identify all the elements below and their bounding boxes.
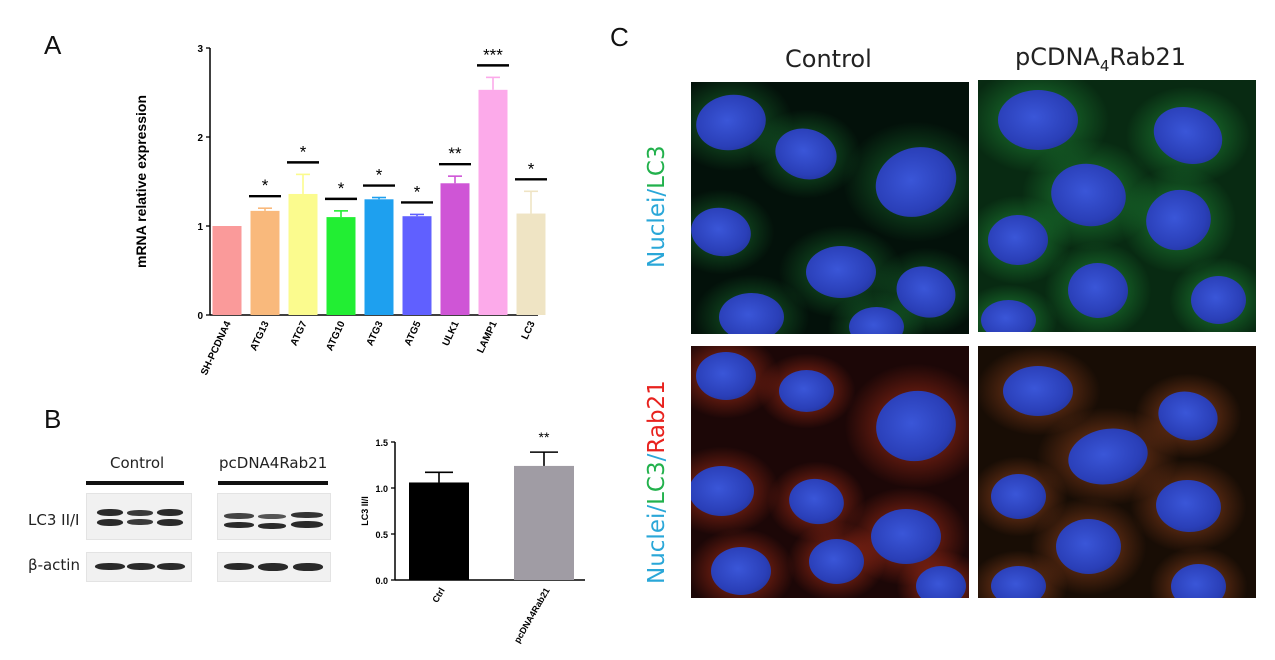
cell-nucleus — [691, 466, 754, 516]
significance-label: ** — [448, 144, 462, 163]
cell-nucleus — [1055, 518, 1121, 574]
row2-nuclei-text: Nuclei — [644, 512, 670, 584]
bar-sh-pcdna4 — [212, 226, 242, 315]
cell-nucleus — [1170, 563, 1226, 598]
panel-letter-a: A — [44, 30, 62, 60]
micrograph-rab21-lc3 — [978, 80, 1256, 332]
x-tick-label: ATG5 — [403, 319, 424, 348]
blot-actin-rab21 — [217, 552, 331, 582]
panel-letter-b: B — [44, 404, 62, 434]
micro-col-rab21-suffix: Rab21 — [1109, 43, 1187, 71]
chart-a-mrna-expression: 0 1 2 3 mRNA relative expression SH-PCDNA4 * AT… — [133, 44, 547, 377]
blot-lc3-rab21 — [217, 493, 331, 540]
y-tick-label: 1 — [197, 222, 203, 233]
blot-group-rab-line — [218, 481, 328, 485]
x-tick-label: ATG3 — [365, 319, 386, 348]
row1-nuclei-text: Nuclei — [644, 196, 670, 268]
cell-nucleus — [916, 566, 966, 598]
micrograph-rab21-lc3-rab21 — [978, 346, 1256, 598]
bar-lc3 — [516, 213, 546, 315]
significance-label: *** — [483, 45, 503, 64]
blot-group-rab-label: pcDNA4Rab21 — [219, 454, 328, 472]
micro-col-rab21-prefix: pCDNA — [1015, 43, 1100, 71]
y-tick-label: 3 — [197, 44, 203, 55]
micrograph-control-lc3-rab21 — [691, 346, 969, 598]
cell-nucleus — [696, 352, 756, 400]
bar-pcdna4rab21 — [514, 465, 574, 580]
blot-group-control-line — [86, 481, 184, 485]
blot-group-control-label: Control — [110, 454, 165, 472]
micro-row1-label: Nuclei/LC3 — [644, 145, 670, 268]
micro-col-control-title: Control — [785, 45, 872, 73]
x-tick-label: LAMP1 — [475, 319, 499, 355]
y-axis-label: mRNA relative expression — [133, 95, 149, 268]
blot-lc3-control — [86, 493, 192, 540]
bar-atg7 — [288, 193, 318, 315]
micrograph-control-lc3 — [691, 82, 969, 334]
significance-label: * — [414, 182, 421, 201]
x-tick-label: Ctrl — [430, 586, 446, 604]
row2-lc3-text: LC3 — [644, 461, 670, 505]
y-tick-label: 1.5 — [375, 438, 388, 448]
x-tick-label: ULK1 — [441, 319, 462, 348]
x-tick-label: SH-PCDNA4 — [199, 319, 234, 377]
x-tick-label: ATG13 — [248, 319, 271, 353]
significance-label: * — [528, 159, 535, 178]
cell-nucleus — [988, 215, 1048, 265]
y-tick-label: 0 — [197, 311, 203, 322]
bar-atg10 — [326, 217, 356, 315]
cell-nucleus — [998, 90, 1078, 150]
blot-actin-control — [86, 552, 192, 582]
micro-col-rab21-title: pCDNA4Rab21 — [1015, 43, 1186, 75]
y-tick-label: 2 — [197, 133, 203, 144]
y-tick-label: 0.5 — [375, 530, 388, 540]
cell-nucleus — [806, 246, 876, 298]
bar-ulk1 — [440, 183, 470, 315]
significance-label: * — [376, 166, 383, 185]
bar-atg5 — [402, 216, 432, 315]
micro-col-rab21-sub: 4 — [1099, 56, 1110, 75]
row1-lc3-text: LC3 — [644, 145, 670, 189]
cell-nucleus — [990, 566, 1046, 598]
y-axis-label: LC3 II/I — [360, 496, 370, 526]
row2-sep2-text: / — [644, 453, 670, 462]
y-tick-label: 0.0 — [375, 576, 388, 586]
x-tick-label: ATG7 — [289, 319, 310, 348]
cell-nucleus — [990, 473, 1046, 519]
significance-label: * — [338, 179, 345, 198]
cell-nucleus — [848, 307, 904, 334]
cell-nucleus — [718, 293, 784, 334]
micro-row2-label: Nuclei/LC3/Rab21 — [644, 380, 670, 584]
cell-nucleus — [980, 300, 1036, 332]
bar-ctrl — [409, 482, 469, 580]
significance-label: * — [262, 176, 269, 195]
y-tick-label: 1.0 — [375, 484, 388, 494]
cell-nucleus — [808, 538, 864, 584]
bar-atg3 — [364, 199, 394, 315]
panel-letter-c: C — [610, 22, 629, 52]
cell-nucleus — [778, 370, 834, 412]
row1-sep-text: / — [644, 188, 670, 197]
bar-lamp1 — [478, 89, 508, 315]
cell-nucleus — [1190, 276, 1246, 324]
significance-label: ** — [539, 430, 550, 445]
cell-nucleus — [871, 508, 941, 564]
significance-label: * — [300, 142, 307, 161]
chart-b-lc3-ratio: 0.0 0.5 1.0 1.5 LC3 II/I Ctrl ** pcDNA4Rab21 — [360, 430, 585, 645]
x-tick-label: ATG10 — [324, 319, 347, 353]
x-tick-label: LC3 — [520, 319, 538, 341]
row2-rab21-text: Rab21 — [644, 380, 670, 454]
blot-row-actin-label: β-actin — [28, 556, 80, 574]
bar-atg13 — [250, 210, 280, 315]
x-tick-label: pcDNA4Rab21 — [512, 586, 552, 645]
cell-nucleus — [711, 547, 771, 595]
cell-nucleus — [1003, 366, 1073, 416]
blot-row-lc3-label: LC3 II/I — [28, 511, 80, 529]
row2-sep1-text: / — [644, 504, 670, 513]
